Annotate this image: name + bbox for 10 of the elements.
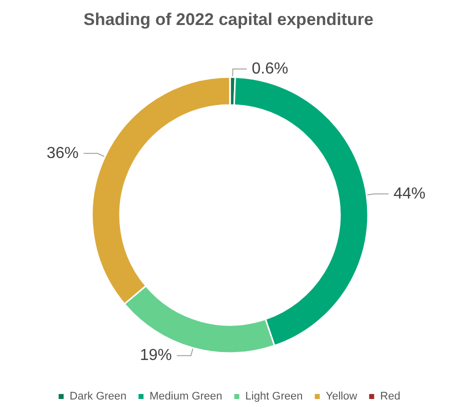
- data-label: 0.6%: [252, 60, 288, 78]
- data-label: 19%: [140, 347, 172, 364]
- legend-label: Red: [380, 390, 400, 402]
- chart-title: Shading of 2022 capital expenditure: [83, 10, 374, 29]
- legend-label: Light Green: [245, 390, 303, 402]
- legend-label: Yellow: [326, 390, 358, 402]
- data-label: 44%: [393, 185, 426, 202]
- legend-label: Dark Green: [70, 390, 127, 402]
- data-label: 36%: [46, 144, 79, 162]
- legend-label: Medium Green: [150, 390, 222, 402]
